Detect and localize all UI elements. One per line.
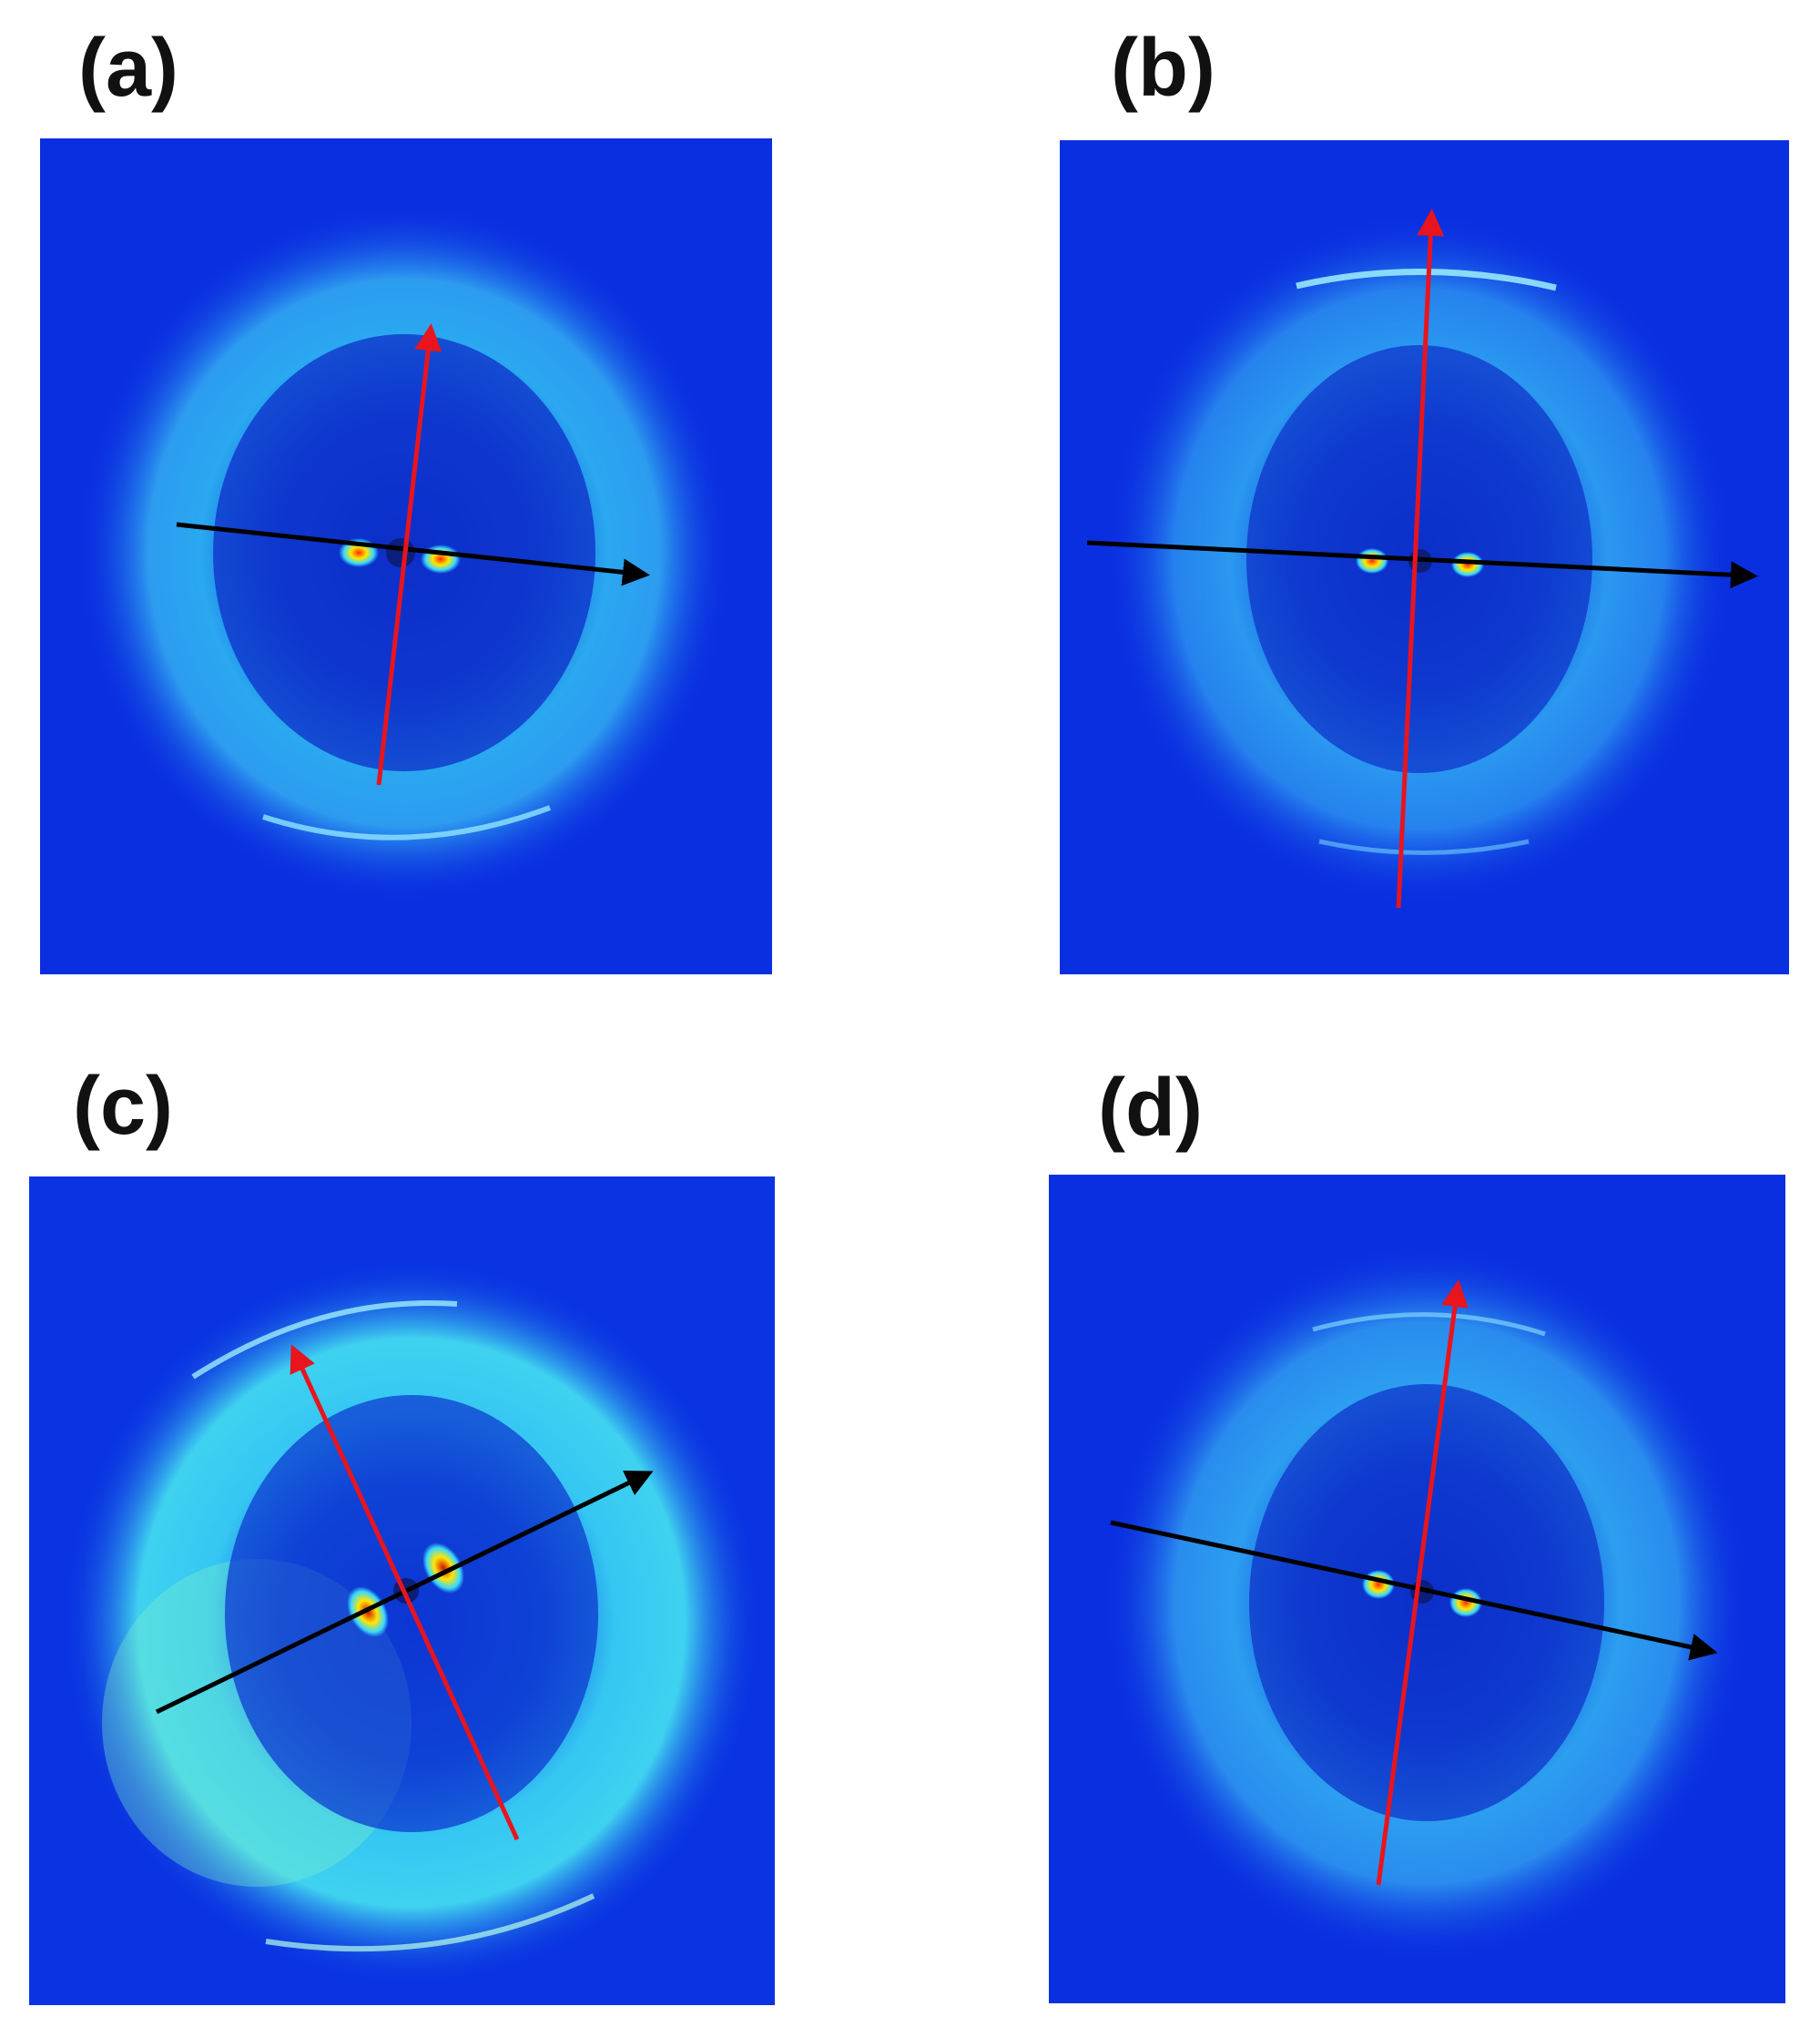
- panel-label-c: (c): [73, 1061, 173, 1152]
- panel-label-a: (a): [78, 23, 178, 114]
- panel-label-d: (d): [1098, 1063, 1203, 1154]
- diffraction-pattern-a: [40, 138, 772, 974]
- diffraction-pattern-d: [1049, 1175, 1785, 2003]
- diffraction-pattern-c: [29, 1176, 775, 2005]
- diffraction-pattern-b: [1060, 140, 1789, 974]
- panel-label-b: (b): [1111, 23, 1215, 114]
